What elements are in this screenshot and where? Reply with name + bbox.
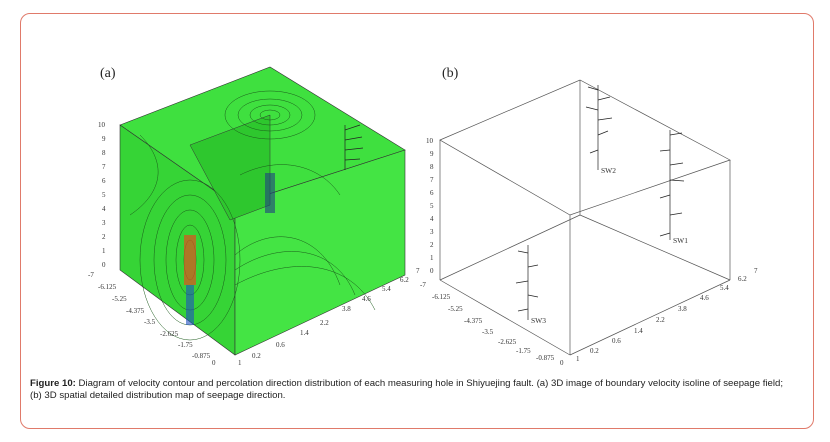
caption-label: Figure 10:: [30, 378, 76, 389]
svg-text:-4.375: -4.375: [464, 317, 483, 325]
x-axis-ticks-b: 1 0.2 0.6 1.4 2.2 3.8 4.6 5.4 6.2 7: [576, 267, 758, 363]
svg-text:0: 0: [212, 359, 216, 365]
figure-caption: Figure 10: Diagram of velocity contour a…: [30, 378, 790, 402]
svg-text:10: 10: [426, 137, 434, 145]
hole-sw2: [585, 85, 613, 170]
svg-text:7: 7: [102, 163, 106, 171]
svg-text:-3.5: -3.5: [482, 328, 494, 336]
svg-text:0.6: 0.6: [612, 337, 621, 345]
panel-a-contour-plot: (a): [80, 55, 440, 365]
svg-text:-2.625: -2.625: [498, 338, 517, 346]
z-axis-ticks: 10 9 8 7 6 5 4 3 2 1 0: [98, 121, 106, 269]
hole-label-sw2: SW2: [601, 166, 616, 175]
low-velocity-zone: [186, 285, 194, 325]
hole-sw3: [515, 245, 539, 320]
inner-low-zone: [265, 173, 275, 213]
svg-text:-2.625: -2.625: [160, 330, 179, 338]
svg-text:3: 3: [102, 219, 106, 227]
svg-text:9: 9: [430, 150, 434, 158]
panel-b-direction-plot: (b) SW2: [420, 55, 780, 365]
svg-text:8: 8: [102, 149, 106, 157]
svg-text:9: 9: [102, 135, 106, 143]
svg-text:-6.125: -6.125: [432, 293, 451, 301]
svg-text:3.8: 3.8: [342, 305, 351, 313]
svg-text:0.6: 0.6: [276, 341, 285, 349]
svg-text:6.2: 6.2: [400, 276, 409, 284]
x-axis-ticks: 1 0.2 0.6 1.4 2.2 3.8 4.6 5.4 6.2 7: [238, 267, 420, 365]
svg-text:-5.25: -5.25: [112, 295, 127, 303]
svg-text:8: 8: [430, 163, 434, 171]
svg-text:-0.875: -0.875: [536, 354, 555, 362]
svg-text:-1.75: -1.75: [178, 341, 193, 349]
high-velocity-zone: [184, 235, 196, 285]
svg-text:7: 7: [430, 176, 434, 184]
svg-text:0: 0: [102, 261, 106, 269]
hole-label-sw3: SW3: [531, 316, 546, 325]
svg-text:-0.875: -0.875: [192, 352, 211, 360]
svg-text:5.4: 5.4: [720, 284, 729, 292]
svg-text:2: 2: [102, 233, 106, 241]
hole-sw1: [659, 130, 685, 240]
flow-arrows: [344, 124, 364, 170]
svg-text:3.8: 3.8: [678, 305, 687, 313]
svg-text:7: 7: [416, 267, 420, 275]
svg-text:1: 1: [102, 247, 106, 255]
svg-text:-1.75: -1.75: [516, 347, 531, 355]
panel-a-label: (a): [100, 66, 116, 81]
svg-text:6.2: 6.2: [738, 275, 747, 283]
svg-text:-3.5: -3.5: [144, 318, 156, 326]
svg-text:6: 6: [102, 177, 106, 185]
caption-text: Diagram of velocity contour and percolat…: [30, 378, 783, 401]
svg-text:1: 1: [238, 359, 242, 365]
y-axis-ticks: -7 -6.125 -5.25 -4.375 -3.5 -2.625 -1.75…: [88, 271, 216, 365]
svg-text:-4.375: -4.375: [126, 307, 145, 315]
svg-text:1: 1: [430, 254, 434, 262]
svg-text:10: 10: [98, 121, 106, 129]
svg-text:3: 3: [430, 228, 434, 236]
svg-text:7: 7: [754, 267, 758, 275]
svg-text:0: 0: [430, 267, 434, 275]
contour-lines: [129, 90, 376, 341]
svg-text:4: 4: [430, 215, 434, 223]
svg-text:4.6: 4.6: [700, 294, 709, 302]
y-axis-ticks-b: -7 -6.125 -5.25 -4.375 -3.5 -2.625 -1.75…: [420, 281, 564, 365]
svg-text:1.4: 1.4: [634, 327, 643, 335]
svg-text:0.2: 0.2: [252, 352, 261, 360]
svg-text:5: 5: [102, 191, 106, 199]
svg-text:-6.125: -6.125: [98, 283, 117, 291]
svg-text:5: 5: [430, 202, 434, 210]
svg-text:-5.25: -5.25: [448, 305, 463, 313]
contour-box-svg: (a): [88, 66, 420, 365]
panel-b-label: (b): [442, 66, 459, 81]
svg-text:2.2: 2.2: [656, 316, 665, 324]
svg-text:0.2: 0.2: [590, 347, 599, 355]
z-axis-ticks-b: 10 9 8 7 6 5 4 3 2 1 0: [426, 137, 434, 275]
wireframe-edges: [439, 79, 731, 356]
svg-text:2.2: 2.2: [320, 319, 329, 327]
wireframe-box-svg: (b) SW2: [420, 66, 758, 365]
hole-label-sw1: SW1: [673, 236, 688, 245]
svg-text:5.4: 5.4: [382, 285, 391, 293]
svg-text:4.6: 4.6: [362, 295, 371, 303]
svg-text:2: 2: [430, 241, 434, 249]
svg-text:1: 1: [576, 355, 580, 363]
svg-text:0: 0: [560, 359, 564, 365]
svg-text:-7: -7: [88, 271, 94, 279]
svg-text:4: 4: [102, 205, 106, 213]
svg-text:-7: -7: [420, 281, 426, 289]
svg-text:1.4: 1.4: [300, 329, 309, 337]
svg-text:6: 6: [430, 189, 434, 197]
